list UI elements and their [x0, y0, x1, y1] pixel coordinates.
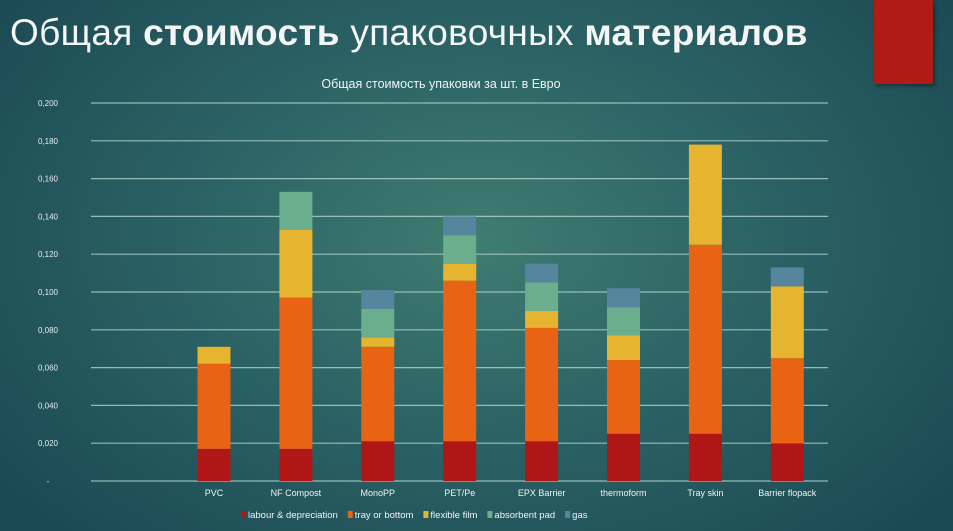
bar-segment — [525, 310, 559, 328]
slide-title: Общая стоимость упаковочных материалов — [10, 12, 808, 54]
x-tick-label: EPX Barrier — [518, 488, 566, 498]
bar-segment — [688, 244, 722, 434]
chart-title: Общая стоимость упаковки за шт. в Евро — [321, 77, 560, 91]
legend-swatch — [487, 511, 493, 518]
y-tick-label: 0,180 — [38, 137, 59, 146]
x-tick-label: Tray skin — [687, 488, 723, 498]
bar-segment — [443, 280, 477, 442]
x-tick-label: Barrier flopack — [758, 488, 817, 498]
bar-segment — [197, 346, 231, 364]
bar-segment — [688, 433, 722, 481]
x-tick-label: PVC — [205, 488, 224, 498]
legend-label: absorbent pad — [494, 510, 555, 521]
y-tick-label: 0,140 — [38, 212, 59, 221]
legend-label: flexible film — [430, 510, 477, 521]
y-tick-label: 0,060 — [38, 364, 59, 373]
bar-segment — [361, 290, 395, 310]
bar-segment — [525, 263, 559, 283]
bar-segment — [361, 441, 395, 481]
legend-swatch — [565, 511, 571, 518]
bar-segment — [770, 286, 804, 359]
bar-segment — [607, 335, 640, 361]
x-tick-label: PET/Pe — [444, 488, 475, 498]
bar-segment — [279, 229, 313, 298]
bar-segment — [197, 448, 231, 481]
y-tick-label: 0,100 — [38, 288, 59, 297]
bar-segment — [361, 346, 395, 442]
title-part: стоимость — [143, 12, 340, 53]
bar-segment — [607, 433, 640, 481]
title-part: упаковочных — [339, 12, 585, 53]
y-tick-label: 0,200 — [38, 99, 59, 108]
bar-segment — [525, 282, 559, 311]
legend-swatch — [241, 511, 246, 518]
bar-segment — [443, 263, 477, 281]
bar-segment — [197, 363, 231, 449]
y-tick-label: 0,040 — [38, 401, 59, 410]
bar-segment — [443, 441, 477, 481]
bar-segment — [607, 360, 640, 434]
x-tick-label: MonoPP — [361, 488, 396, 498]
bar-segment — [361, 309, 395, 338]
bar-segment — [607, 288, 640, 308]
bar-segment — [443, 235, 477, 264]
y-tick-label: 0,160 — [38, 175, 59, 184]
bar-segment — [279, 297, 313, 449]
bar-segment — [770, 267, 804, 287]
x-tick-label: thermoform — [600, 488, 646, 498]
legend-label: tray or bottom — [355, 510, 414, 521]
bar-segment — [607, 307, 640, 336]
bar-segment — [279, 191, 313, 230]
y-tick-label: 0,080 — [38, 326, 59, 335]
bar-segment — [770, 443, 804, 481]
accent-rectangle — [874, 0, 933, 84]
legend-swatch — [423, 511, 429, 518]
bar-segment — [770, 358, 804, 444]
bar-segment — [525, 327, 559, 442]
title-part: Общая — [10, 12, 144, 53]
bar-segment — [443, 216, 477, 236]
x-tick-label: NF Compost — [271, 488, 322, 498]
bar-segment — [688, 144, 722, 245]
legend-label: labour & depreciation — [248, 510, 338, 521]
title-part: материалов — [584, 12, 808, 53]
bar-segment — [279, 448, 313, 481]
bar-segment — [361, 337, 395, 347]
y-tick-label: 0,120 — [38, 250, 59, 259]
legend-swatch — [347, 511, 353, 518]
y-tick-label: - — [47, 477, 50, 486]
legend-label: gas — [572, 510, 588, 521]
bar-segment — [525, 441, 559, 481]
y-tick-label: 0,020 — [38, 439, 59, 448]
